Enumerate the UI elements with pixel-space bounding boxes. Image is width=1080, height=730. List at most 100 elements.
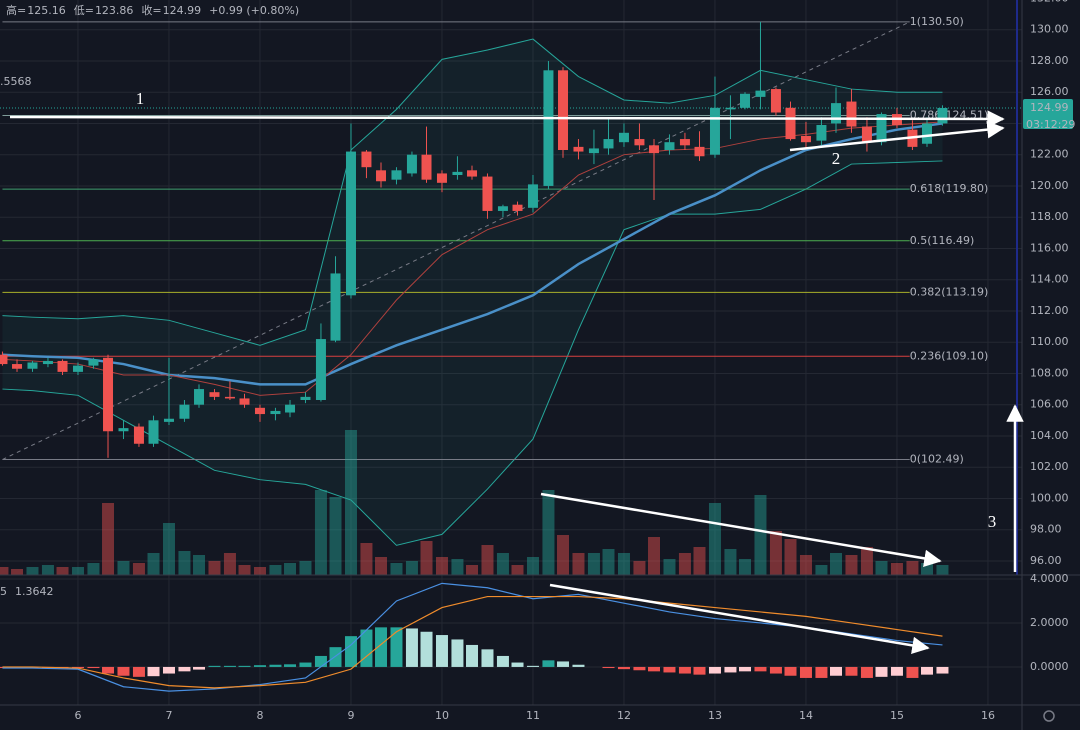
macd-bar [238,665,251,667]
macd-bar [466,644,479,667]
macd-bar [344,636,357,667]
volume-bar [754,495,767,575]
volume-bar [708,503,721,575]
volume-bar [238,565,251,575]
volume-bar [799,555,812,575]
volume-bar [253,567,266,575]
candle-body [588,148,599,154]
moving-average [2,121,943,396]
candle-body [512,204,523,211]
y-tick-label: 132.00 [1030,0,1069,4]
macd-bar [557,661,570,667]
y-tick-label: 110.00 [1030,335,1069,348]
plot-layer: 1(130.50)0.786(124.51)0.618(119.80)0.5(1… [0,0,1022,705]
candle-body [467,170,478,177]
arrow [9,110,1005,128]
fib-label: 0.382(113.19) [910,285,989,298]
y-tick-label: 98.00 [1030,523,1062,536]
annotation: 1 [136,89,145,108]
candle-body [679,139,690,146]
macd-bar [526,665,539,667]
macd-bar [314,655,327,667]
macd-bar [708,666,721,674]
y-tick-label: 122.00 [1030,148,1069,161]
volume-bar [829,553,842,575]
candle-body [57,360,68,372]
candle-body [179,404,190,419]
macd-bar [920,666,933,675]
volume-bar [815,565,828,575]
x-tick-label: 7 [165,709,172,722]
band-lower [2,160,943,546]
macd-bar [815,666,828,678]
y-tick-label: 102.00 [1030,460,1069,473]
candle-body [133,426,144,444]
macd-bar [208,665,221,667]
macd-bar [860,666,873,678]
candle-body [725,107,736,110]
macd-bar [496,655,509,667]
fib-label: 0.236(109.10) [910,349,989,362]
y-tick-label: 120.00 [1030,179,1069,192]
macd-bar [784,666,797,676]
volume-bar [390,563,403,575]
volume-bar [87,563,100,575]
y-tick-label: 114.00 [1030,273,1069,286]
candle-body [937,107,948,124]
candle-body [406,154,417,174]
header-label: 收= [141,3,161,17]
candle-body [482,176,493,211]
volume-bar [375,557,388,575]
candle-body [376,170,387,182]
macd-bar [617,666,630,670]
candle-body [148,420,159,444]
volume-bar [208,561,221,575]
fib-label: 0.618(119.80) [910,182,989,195]
volume-bar [147,553,160,575]
volume-bar [769,531,782,575]
header-value: 124.99 [163,4,202,17]
volume-bar [269,565,282,575]
candle-body [72,365,83,372]
band-upper [2,38,943,346]
volume-bar [693,547,706,575]
volume-bar [587,553,600,575]
macd-bar [178,666,191,672]
volume-bar [405,561,418,575]
settings-icon[interactable] [1043,710,1055,722]
volume-bar [466,565,479,575]
candle-body [573,146,584,152]
volume-bar [420,541,433,575]
candle-body [664,142,675,150]
macd-bar [633,666,646,671]
volume-bar [71,567,84,575]
volume-bar [557,535,570,575]
y-tick-label: 100.00 [1030,491,1069,504]
volume-bar [633,561,646,575]
candle-body [421,154,432,180]
volume-bar [678,553,691,575]
macd-bar [724,666,737,673]
volume-bar [162,523,175,575]
annotation: 3 [988,512,997,531]
volume-bar [617,553,630,575]
candle-body [194,389,205,405]
y-tick-label: 128.00 [1030,54,1069,67]
volume-bar [890,563,903,575]
macd-bar [405,628,418,667]
candle-body [88,359,99,366]
volume-bar [11,569,24,575]
macd-bar [102,666,115,674]
macd-bar [253,665,266,667]
candle-body [618,132,629,143]
macd-bar [890,666,903,676]
macd-bar [648,666,661,672]
volume-bar [511,565,524,575]
candle-body [755,90,766,97]
macd-bar [481,649,494,667]
indicator-value: .5568 [0,75,32,88]
macd-bar [511,662,524,667]
y-tick-label: 4.0000 [1030,572,1069,585]
volume-bar [936,565,949,575]
y-tick-label: 106.00 [1030,398,1069,411]
